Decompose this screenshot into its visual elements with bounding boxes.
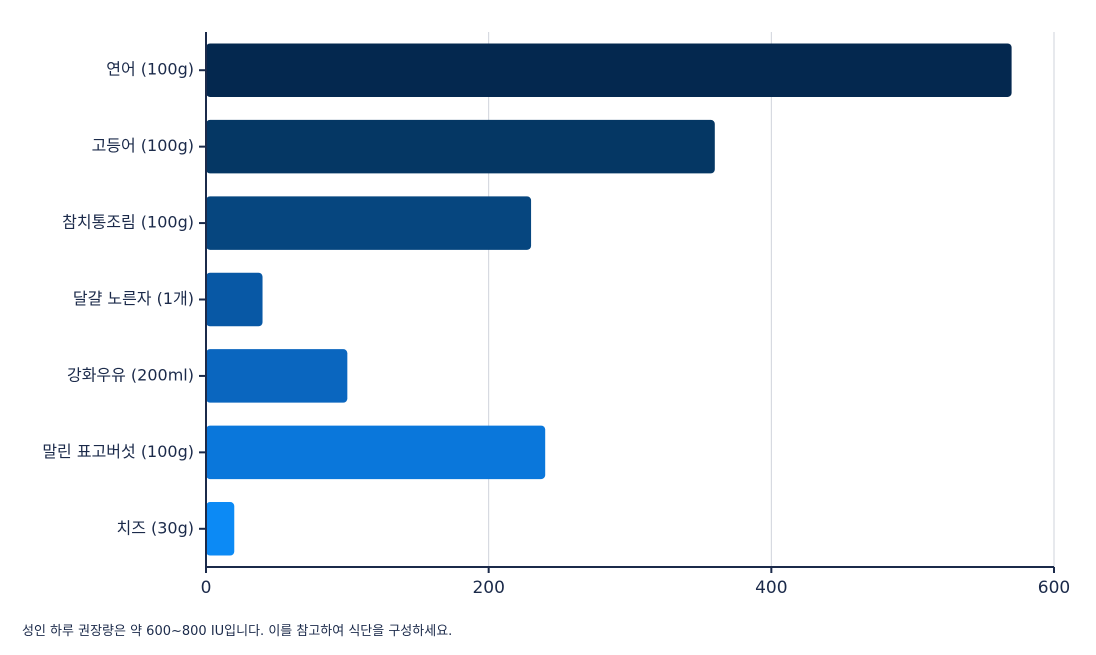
category-label: 치즈 (30g): [116, 518, 194, 537]
y-axis-labels: 연어 (100g) 고등어 (100g) 참치통조림 (100g) 달걀 노른자 (1…: [42, 60, 194, 538]
gridlines: [488, 32, 1055, 567]
x-tick-label: 400: [755, 578, 787, 598]
bar-6: [206, 502, 235, 556]
category-label: 참치통조림 (100g): [62, 213, 194, 232]
axes: [199, 32, 1055, 573]
bar-3: [206, 272, 263, 327]
x-axis-labels: 0 200 400 600: [201, 578, 1071, 598]
bars: [206, 43, 1012, 556]
category-label: 말린 표고버섯 (100g): [42, 442, 194, 461]
bar-2: [206, 196, 532, 250]
bar-4: [206, 349, 348, 403]
bar-5: [206, 425, 546, 480]
footnote: 성인 하루 권장량은 약 600~800 IU입니다. 이를 참고하여 식단을 …: [22, 624, 453, 639]
x-tick-label: 0: [201, 578, 212, 598]
category-label: 고등어 (100g): [92, 136, 194, 155]
bar-0: [206, 43, 1012, 97]
bar-1: [206, 119, 715, 174]
category-label: 연어 (100g): [106, 60, 194, 79]
category-label: 달걀 노른자 (1개): [73, 289, 194, 308]
x-tick-label: 600: [1038, 578, 1070, 598]
category-label: 강화우유 (200ml): [67, 365, 194, 384]
x-tick-label: 200: [472, 578, 504, 598]
